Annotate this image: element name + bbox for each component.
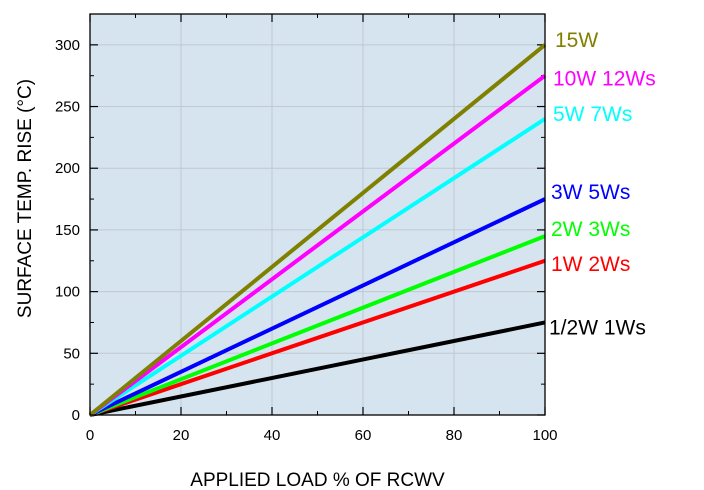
grid	[90, 14, 545, 415]
series-label: 15W	[555, 29, 598, 52]
y-tick-label: 150	[55, 222, 80, 239]
series-label: 1W 2Ws	[551, 253, 630, 276]
plot-frame	[89, 13, 546, 416]
x-tick-label: 20	[173, 427, 190, 444]
plot-area	[90, 14, 545, 415]
x-tick-label: 100	[532, 427, 557, 444]
y-tick-label: 100	[55, 284, 80, 301]
series-line	[88, 74, 547, 417]
y-tick-label: 0	[72, 407, 80, 424]
series-line	[89, 320, 546, 417]
series-line	[89, 258, 546, 417]
y-tick-label: 200	[55, 160, 80, 177]
y-tick-label: 50	[63, 345, 80, 362]
series-label: 1/2W 1Ws	[549, 316, 646, 339]
x-axis-title: APPLIED LOAD % OF RCWV	[190, 470, 445, 490]
x-tick-label: 80	[446, 427, 463, 444]
y-tick-label: 300	[55, 37, 80, 54]
x-tick-label: 60	[355, 427, 372, 444]
y-axis-title: SURFACE TEMP. RISE (°C)	[15, 79, 36, 318]
series-line	[89, 234, 546, 417]
series-label: 10W 12Ws	[553, 68, 656, 91]
y-tick-label: 250	[55, 99, 80, 116]
series-labels: 15W 10W 12Ws 5W 7Ws 3W 5Ws 2W 3Ws 1W 2Ws 1/2W …	[549, 29, 656, 340]
x-tick-label: 0	[86, 427, 94, 444]
series-label: 5W 7Ws	[553, 103, 632, 126]
series-line	[89, 197, 546, 417]
axis-ticks: 0 20 40 60 80 100 0 50 100 150 200 250 300	[55, 14, 558, 444]
series-line	[88, 117, 547, 417]
series-lines	[88, 43, 547, 417]
series-line	[88, 43, 547, 417]
series-label: 3W 5Ws	[551, 181, 630, 204]
series-label: 2W 3Ws	[551, 218, 630, 241]
x-tick-label: 40	[264, 427, 281, 444]
